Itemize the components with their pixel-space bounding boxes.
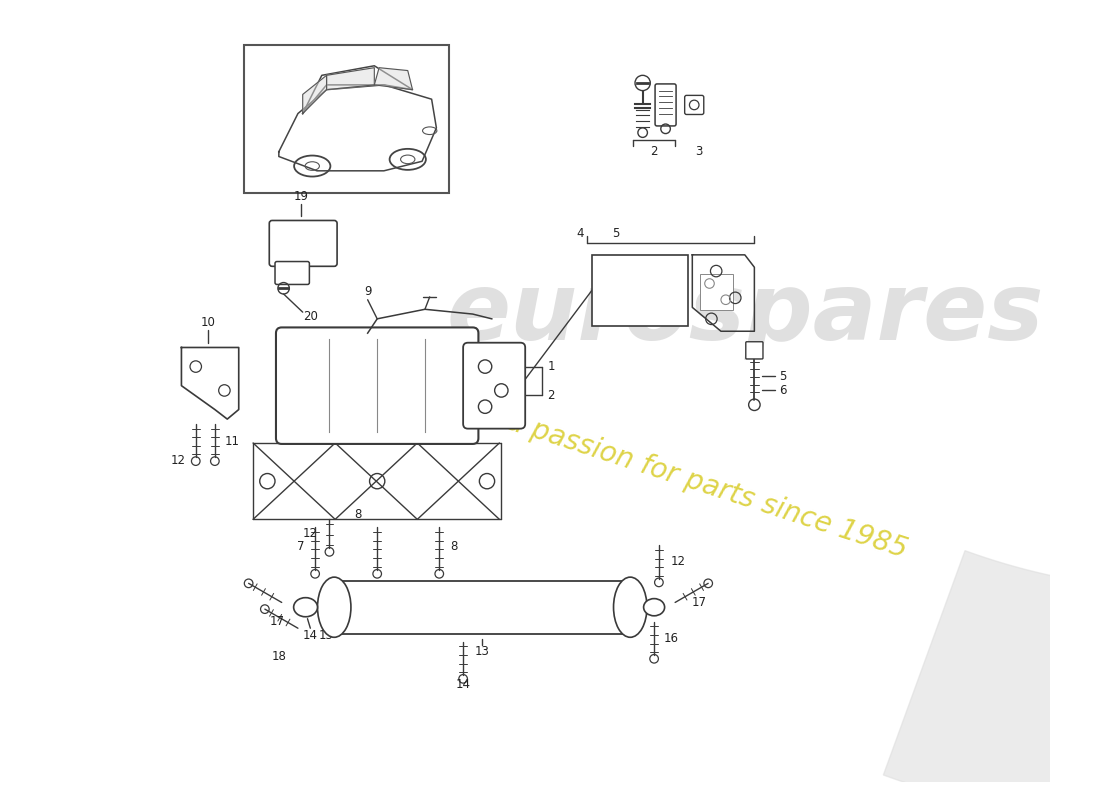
Ellipse shape [294,598,318,617]
Polygon shape [327,68,374,90]
Text: 8: 8 [450,540,458,553]
FancyBboxPatch shape [684,95,704,114]
FancyBboxPatch shape [270,221,337,266]
FancyBboxPatch shape [746,342,763,359]
FancyBboxPatch shape [656,84,676,126]
Text: a passion for parts since 1985: a passion for parts since 1985 [503,408,911,564]
Text: 4: 4 [576,227,584,240]
Text: 13: 13 [475,645,490,658]
Text: 7: 7 [297,540,305,553]
Text: 1: 1 [547,360,554,373]
Text: 20: 20 [302,310,318,323]
FancyBboxPatch shape [275,262,309,285]
FancyBboxPatch shape [276,327,478,444]
Text: 12: 12 [671,555,685,568]
Polygon shape [883,151,1100,800]
Text: 9: 9 [364,285,372,298]
Text: 16: 16 [663,632,679,646]
Polygon shape [302,75,327,114]
Text: 11: 11 [224,434,240,447]
Text: 12: 12 [172,454,186,466]
Text: 5: 5 [613,227,619,240]
Text: eurospares: eurospares [447,268,1044,360]
Bar [592,255,688,326]
Text: 6: 6 [779,384,786,397]
Bar [700,274,734,310]
Text: 15: 15 [319,630,334,642]
Text: 17: 17 [692,596,706,609]
Text: 10: 10 [200,316,216,329]
Text: 14: 14 [455,678,471,691]
Text: 3: 3 [695,146,703,158]
Text: 5: 5 [779,370,786,382]
Bar [243,45,449,193]
FancyBboxPatch shape [463,342,525,429]
Text: 12: 12 [302,527,318,540]
Text: 8: 8 [354,508,362,521]
Ellipse shape [644,598,664,616]
Bar [334,582,630,634]
Text: 19: 19 [294,190,308,203]
Text: 2: 2 [547,389,554,402]
Ellipse shape [614,577,647,638]
Ellipse shape [318,577,351,638]
Text: 18: 18 [272,650,286,663]
Text: 2: 2 [650,146,658,158]
Polygon shape [374,68,412,90]
Text: 14: 14 [302,630,318,642]
Text: 17: 17 [270,615,285,628]
